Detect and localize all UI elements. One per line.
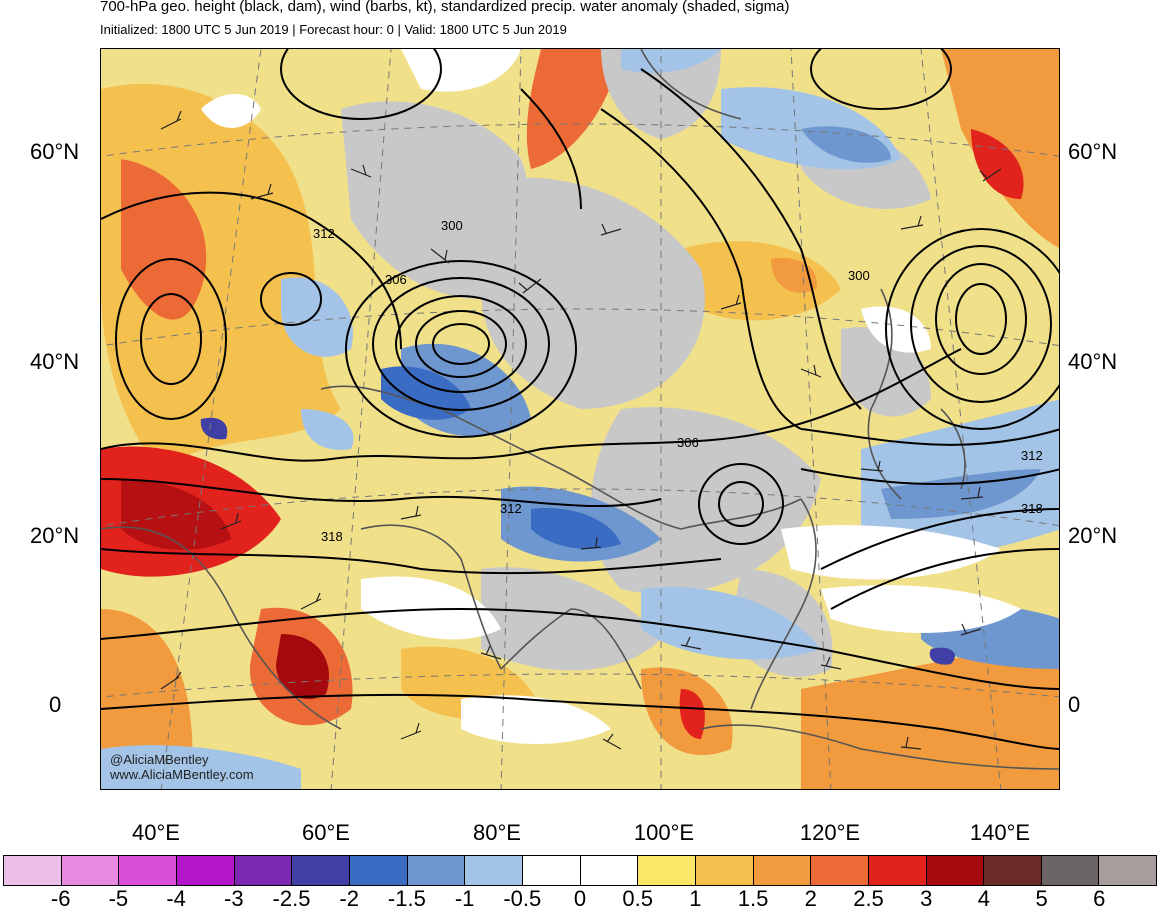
lon-label-40e: 40°E — [132, 820, 180, 845]
colorbar-box — [234, 856, 293, 885]
lon-label-140e: 140°E — [969, 820, 1031, 845]
colorbar-tick-label: -5 — [108, 886, 129, 911]
colorbar-box — [465, 856, 523, 885]
colorbar-tick-label: -6 — [50, 886, 71, 911]
colorbar-tick-label: 5 — [1035, 886, 1048, 911]
colorbar-box — [4, 856, 62, 885]
contour-label: 306 — [677, 435, 699, 450]
colorbar-box — [176, 856, 235, 885]
zero-anomaly-bands — [201, 49, 1021, 744]
lat-label-20n-right: 20°N — [1068, 523, 1118, 548]
colorbar-tick-label: -1.5 — [387, 886, 426, 911]
chart-subtitle: Initialized: 1800 UTC 5 Jun 2019 | Forec… — [100, 22, 567, 37]
colorbar-tick-label: 1.5 — [737, 886, 769, 911]
chart-title: 700-hPa geo. height (black, dam), wind (… — [100, 0, 790, 15]
colorbar-tick-label: -2 — [339, 886, 359, 911]
colorbar-box — [868, 856, 927, 885]
colorbar-tick-label: -2.5 — [272, 886, 311, 911]
colorbar-box — [811, 856, 869, 885]
colorbar — [3, 855, 1157, 886]
map-panel: 312 306 300 300 306 312 318 318 312 — [100, 48, 1060, 790]
colorbar-box — [926, 856, 985, 885]
colorbar-box — [580, 856, 639, 885]
colorbar-box — [119, 856, 177, 885]
contour-label: 300 — [848, 268, 870, 283]
negative-anomaly-shading — [101, 49, 1059, 789]
contour-value-labels: 312 306 300 300 306 312 318 318 312 — [313, 218, 1043, 544]
colorbar-tick-label: 2 — [804, 886, 817, 911]
lon-label-120e: 120°E — [799, 820, 861, 845]
colorbar-tick-label: 2.5 — [853, 886, 884, 911]
contour-label: 312 — [1021, 448, 1043, 463]
graticule — [101, 49, 1059, 789]
colorbar-box — [695, 856, 754, 885]
positive-anomaly-shading — [101, 49, 1059, 789]
contour-label: 300 — [441, 218, 463, 233]
colorbar-tick-label: 4 — [977, 886, 991, 911]
colorbar-tick-label: 0.5 — [622, 886, 653, 911]
colorbar-tick-label: 6 — [1093, 886, 1106, 911]
colorbar-tick-label: 1 — [689, 886, 702, 911]
contour-label: 312 — [313, 226, 335, 241]
colorbar-box — [292, 856, 350, 885]
colorbar-tick-label: 0 — [573, 886, 587, 911]
colorbar-box — [349, 856, 408, 885]
colorbar-tick-label: 3 — [920, 886, 933, 911]
contour-label: 318 — [321, 529, 343, 544]
map-graphic: 312 306 300 300 306 312 318 318 312 — [101, 49, 1059, 789]
lat-label-0-right: 0 — [1068, 692, 1081, 717]
colorbar-box — [407, 856, 466, 885]
lon-label-100e: 100°E — [633, 820, 695, 845]
lat-label-0-left: 0 — [49, 692, 62, 717]
colorbar-box — [61, 856, 120, 885]
contour-label: 306 — [385, 272, 407, 287]
colorbar-box — [522, 856, 581, 885]
lat-label-40n-left: 40°N — [30, 349, 80, 374]
lon-label-60e: 60°E — [302, 820, 350, 845]
colorbar-tick-label: -4 — [166, 886, 186, 911]
colorbar-box — [638, 856, 696, 885]
contour-label: 312 — [500, 501, 522, 516]
lat-label-60n-left: 60°N — [30, 139, 80, 164]
wind-barbs — [160, 110, 1002, 750]
watermark-handle: @AliciaMBentley — [110, 752, 209, 767]
watermark-site: www.AliciaMBentley.com — [110, 767, 254, 782]
colorbar-box — [984, 856, 1042, 885]
colorbar-tick-label: -1 — [454, 886, 475, 911]
lon-label-80e: 80°E — [473, 820, 521, 845]
colorbar-tick-label: -3 — [224, 886, 244, 911]
colorbar-tick-label: -0.5 — [503, 886, 542, 911]
lat-label-20n-left: 20°N — [30, 523, 80, 548]
colorbar-box — [1041, 856, 1100, 885]
lat-label-60n-right: 60°N — [1068, 139, 1118, 164]
lat-label-40n-right: 40°N — [1068, 349, 1118, 374]
coastlines — [101, 49, 1059, 770]
colorbar-box — [1099, 856, 1157, 885]
height-contours — [101, 49, 1059, 750]
colorbar-box — [753, 856, 812, 885]
contour-label: 318 — [1021, 501, 1043, 516]
